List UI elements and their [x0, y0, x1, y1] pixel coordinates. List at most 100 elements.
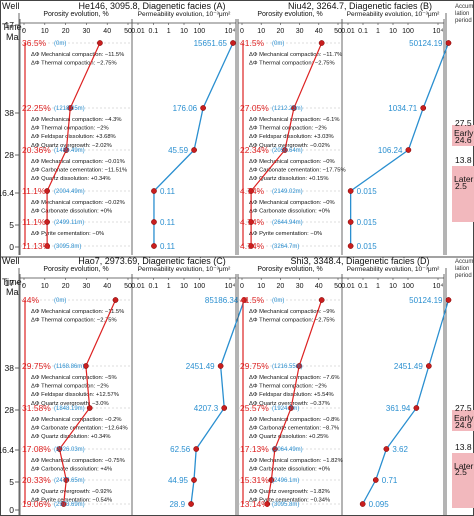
porosity-value-label: 15.31%	[240, 475, 269, 485]
diagenetic-event: ΔΦ Quartz dissolution: +0.34%	[31, 176, 111, 182]
diagenetic-event: ΔΦ Thermal compaction: −2%	[249, 384, 327, 390]
permeability-axis-title: Permeability evolution, 10⁻³μm²	[138, 266, 231, 273]
diagenetic-event: ΔΦ Carbonate cementation: −12.64%	[31, 426, 128, 432]
permeability-value-label: 15651.65	[194, 39, 228, 48]
permeability-point	[221, 405, 228, 411]
permeability-point	[347, 219, 354, 225]
depth-label: (2477.65m)	[54, 478, 85, 484]
well-label: Well	[2, 1, 19, 11]
diagenetic-event: ΔΦ Quartz dissolution: +0.25%	[249, 434, 329, 440]
permeability-tick-label: 0.1	[148, 28, 158, 35]
porosity-tick-label: 0	[240, 283, 244, 290]
permeability-value-label: 3.62	[392, 445, 408, 454]
porosity-axis-title: Porosity evolution, %	[43, 266, 108, 273]
time-tick-label: 38	[5, 108, 15, 118]
permeability-value-label: 361.94	[386, 404, 411, 413]
permeability-tick-label: 1	[376, 283, 380, 290]
porosity-value-label: 11.1%	[22, 217, 46, 227]
porosity-point	[268, 477, 275, 483]
depth-label: (2050.64m)	[272, 148, 303, 154]
permeability-value-label: 4207.3	[194, 404, 219, 413]
later-accumulation-band	[452, 453, 474, 508]
depth-label: (2499.11m)	[54, 220, 84, 226]
permeability-value-label: 50124.19	[409, 39, 443, 48]
accum-header-line3: period	[455, 273, 472, 279]
diagenetic-event: ΔΦ Mechanical compaction: −7.6%	[249, 375, 340, 381]
diagenetic-event: ΔΦ Thermal compaction: −2.75%	[31, 318, 117, 324]
porosity-tick-label: 40	[315, 283, 323, 290]
porosity-curve	[46, 42, 101, 247]
diagenetic-event: ΔΦ Carbonate cementation: −17.75%	[249, 168, 346, 174]
permeability-point	[425, 363, 432, 369]
time-tick-label: 28	[5, 405, 15, 415]
porosity-value-label: 31.58%	[22, 403, 51, 413]
permeability-value-label: 0.11	[160, 218, 176, 227]
porosity-value-label: 44%	[22, 295, 39, 305]
porosity-tick-label: 20	[62, 283, 70, 290]
porosity-tick-label: 50	[334, 28, 342, 35]
porosity-tick-label: 40	[315, 28, 323, 35]
permeability-value-label: 85186.34	[205, 296, 239, 305]
time-tick-label: 5	[9, 220, 14, 230]
well-facies-title: Hao7, 2973.69, Diagenetic facies (C)	[78, 256, 226, 266]
diagenetic-event: ΔΦ Feldspar dissolution: +12.57%	[31, 392, 119, 398]
permeability-value-label: 62.56	[170, 445, 191, 454]
permeability-tick-label: 0.1	[358, 283, 368, 290]
porosity-tick-label: 10	[41, 283, 49, 290]
diagenetic-event: ΔΦ Mechanical compaction: −11.7%	[249, 52, 342, 58]
permeability-point	[347, 188, 354, 194]
porosity-point	[44, 219, 50, 225]
porosity-point	[296, 363, 302, 369]
porosity-value-label: 29.75%	[22, 361, 51, 371]
permeability-value-label: 0.095	[369, 500, 390, 509]
time-label: Time,	[2, 277, 24, 287]
permeability-value-label: 2451.49	[394, 362, 423, 371]
permeability-tick-label: 10	[389, 28, 397, 35]
porosity-point	[248, 243, 254, 249]
porosity-point	[288, 405, 294, 411]
porosity-point	[318, 40, 325, 46]
porosity-tick-label: 50	[334, 283, 342, 290]
ma-label: Ma	[6, 32, 19, 42]
later-accumulation-band	[452, 166, 474, 222]
permeability-point	[359, 501, 366, 507]
depth-label: (2149.02m)	[272, 189, 303, 195]
accum-tick-label: 13.8	[455, 442, 472, 452]
depth-label: (3095.8m)	[54, 244, 81, 250]
depth-label: (1218.05m)	[54, 106, 85, 112]
porosity-tick-label: 30	[83, 283, 91, 290]
porosity-point	[97, 40, 103, 46]
porosity-point	[56, 446, 63, 452]
diagenetic-event: ΔΦ Carbonate dissolution: +0%	[249, 467, 330, 473]
porosity-point	[63, 147, 70, 153]
depth-label: (0m)	[54, 41, 66, 47]
porosity-tick-label: 30	[296, 28, 304, 35]
permeability-tick-label: 10⁴	[225, 28, 236, 35]
porosity-value-label: 4.74%	[240, 217, 265, 227]
porosity-value-label: 19.06%	[22, 499, 51, 509]
permeability-tick-label: 1	[167, 28, 171, 35]
porosity-curve	[266, 299, 323, 505]
permeability-point	[413, 405, 420, 411]
accum-tick-label: 2.5	[455, 181, 467, 191]
permeability-value-label: 0.015	[357, 187, 378, 196]
permeability-point	[445, 297, 452, 303]
porosity-point	[67, 105, 74, 111]
diagenetic-event: ΔΦ Mechanical compaction: −11.5%	[31, 309, 124, 315]
diagenetic-event: ΔΦ Mechanical compaction: −0.75%	[31, 458, 125, 464]
permeability-tick-label: 0.01	[341, 28, 355, 35]
porosity-point	[291, 105, 297, 111]
porosity-curve	[250, 42, 323, 246]
time-label: Time,	[2, 22, 24, 32]
diagenetic-event: ΔΦ Mechanical compaction: −11.5%	[31, 52, 124, 58]
later-label: Later	[454, 174, 474, 184]
diagenetic-event: ΔΦ Quartz overgrowth: −0.02%	[249, 143, 330, 149]
diagenetic-event: ΔΦ Carbonate dissolution: +0%	[31, 209, 112, 215]
depth-label: (1168.86m)	[54, 364, 84, 370]
diagenetic-event: ΔΦ Carbonate dissolution: +4%	[31, 467, 112, 473]
diagenetic-event: ΔΦ Feldspar dissolution: +3.68%	[31, 134, 116, 140]
accum-tick-label: 27.5	[455, 118, 472, 128]
diagenetic-event: ΔΦ Mechanical compaction: −1.82%	[249, 458, 343, 464]
porosity-tick-label: 30	[83, 28, 91, 35]
